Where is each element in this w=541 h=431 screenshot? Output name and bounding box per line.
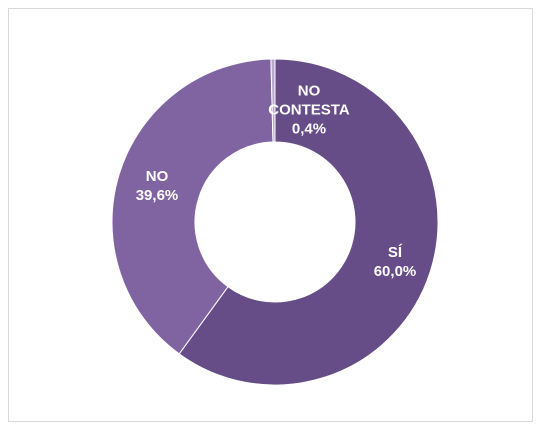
slice (270, 58, 276, 143)
slices (111, 58, 439, 386)
category-label: NO CONTESTA (268, 82, 350, 119)
value-label: 60,0% (373, 263, 417, 280)
data-label: NO 39,6% (115, 167, 199, 205)
slice (111, 58, 274, 355)
slice (178, 58, 439, 386)
data-label: SÍ 60,0% (353, 243, 437, 281)
value-label: 39,6% (135, 187, 179, 204)
category-label: NO (145, 168, 169, 185)
data-label: NO CONTESTA 0,4% (267, 82, 351, 139)
value-label: 0,4% (291, 120, 327, 138)
category-label: SÍ (387, 244, 403, 261)
